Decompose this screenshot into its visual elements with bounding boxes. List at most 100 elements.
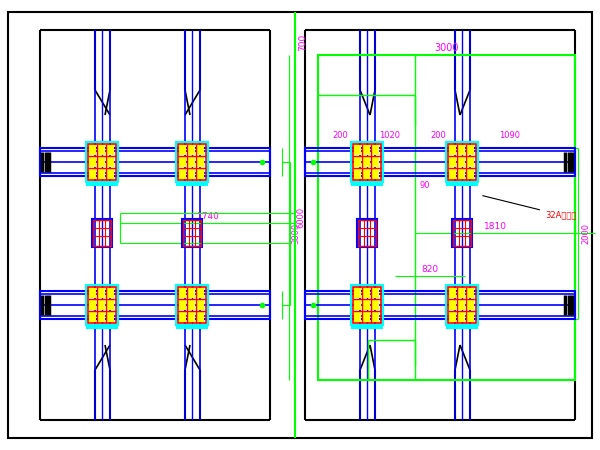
Bar [448, 287, 476, 323]
Bar [353, 287, 381, 323]
Bar [449, 157, 456, 167]
Bar [179, 169, 186, 179]
Bar [89, 169, 96, 179]
Bar [305, 148, 575, 176]
Bar [86, 285, 118, 325]
Bar [449, 312, 456, 322]
Bar [179, 300, 186, 310]
Bar [86, 142, 118, 182]
Bar [354, 300, 361, 310]
Bar [89, 288, 96, 298]
Bar [89, 145, 96, 155]
Bar [89, 157, 96, 167]
Bar [351, 325, 383, 329]
Text: 2000: 2000 [581, 223, 590, 244]
Bar [107, 288, 114, 298]
Bar [183, 220, 201, 246]
Bar [467, 157, 474, 167]
Bar [467, 300, 474, 310]
Bar [351, 285, 383, 325]
Bar [354, 288, 361, 298]
Bar [176, 182, 208, 186]
Bar [179, 145, 186, 155]
Text: 3000: 3000 [434, 43, 459, 53]
Bar [372, 157, 379, 167]
Bar [188, 312, 195, 322]
Text: 200: 200 [430, 131, 446, 140]
Bar [446, 285, 478, 325]
Bar [98, 157, 105, 167]
Bar [176, 285, 208, 325]
Bar [188, 145, 195, 155]
Bar [197, 157, 204, 167]
Bar [449, 169, 456, 179]
Bar [363, 157, 370, 167]
Bar [458, 157, 465, 167]
Bar [363, 169, 370, 179]
Bar [178, 287, 206, 323]
Bar [176, 325, 208, 329]
Bar [98, 145, 105, 155]
Bar [467, 145, 474, 155]
Bar [197, 145, 204, 155]
Bar [446, 182, 478, 186]
Bar [107, 169, 114, 179]
Text: 3000: 3000 [291, 223, 300, 244]
Bar [178, 144, 206, 180]
Bar [98, 312, 105, 322]
Bar [452, 219, 472, 247]
Bar [188, 157, 195, 167]
Bar [363, 288, 370, 298]
Bar [107, 312, 114, 322]
Bar [98, 288, 105, 298]
Bar [354, 157, 361, 167]
Bar [372, 312, 379, 322]
Bar [372, 300, 379, 310]
Bar [446, 142, 478, 182]
Bar [354, 169, 361, 179]
Text: 1810: 1810 [484, 222, 506, 231]
Bar [89, 300, 96, 310]
Bar [179, 157, 186, 167]
Bar [98, 300, 105, 310]
Bar [318, 55, 575, 380]
Bar [467, 312, 474, 322]
Bar [197, 288, 204, 298]
Bar [354, 312, 361, 322]
Bar [179, 312, 186, 322]
Text: 820: 820 [421, 265, 439, 274]
Bar [449, 300, 456, 310]
Bar [458, 300, 465, 310]
Bar [86, 182, 118, 186]
Bar [448, 144, 476, 180]
Bar [40, 291, 270, 319]
Bar [176, 142, 208, 182]
Bar [363, 300, 370, 310]
Bar [458, 169, 465, 179]
Bar [358, 220, 376, 246]
Bar [372, 169, 379, 179]
Bar [98, 169, 105, 179]
Bar [197, 312, 204, 322]
Bar [363, 145, 370, 155]
Bar [93, 220, 111, 246]
Text: 90: 90 [420, 181, 431, 190]
Bar [467, 288, 474, 298]
Bar [453, 220, 471, 246]
Bar [86, 325, 118, 329]
Text: 200: 200 [332, 131, 348, 140]
Bar [188, 300, 195, 310]
Bar [197, 300, 204, 310]
Text: 6000: 6000 [296, 207, 305, 228]
Text: 1740: 1740 [197, 212, 220, 221]
Bar [449, 145, 456, 155]
Bar [88, 144, 116, 180]
Bar [372, 145, 379, 155]
Bar [92, 219, 112, 247]
Bar [182, 219, 202, 247]
Bar [305, 291, 575, 319]
Bar [351, 182, 383, 186]
Bar [107, 300, 114, 310]
Bar [88, 287, 116, 323]
Bar [458, 145, 465, 155]
